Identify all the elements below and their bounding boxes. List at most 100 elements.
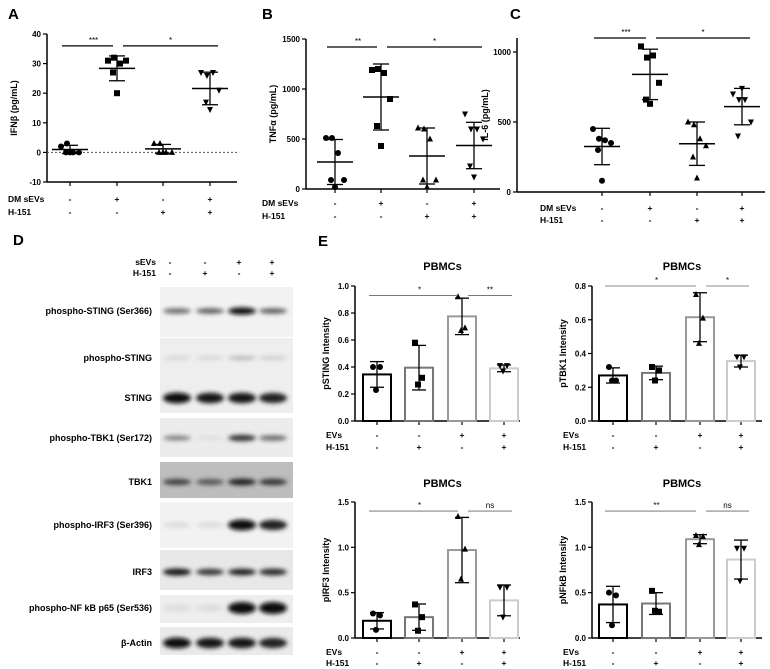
data-point-triangle-down [736, 97, 742, 104]
condition-value: + [270, 257, 275, 267]
significance-label: * [418, 501, 421, 510]
panel-label-c: C [510, 6, 521, 23]
blot-band [259, 637, 287, 649]
y-tick-label: 1.5 [338, 498, 350, 507]
condition-value: - [655, 647, 658, 657]
condition-value: - [376, 658, 379, 668]
condition-value: - [116, 207, 119, 217]
chart-title: PBMCs [663, 261, 702, 273]
condition-label: H-151 [563, 658, 586, 668]
condition-value: + [417, 442, 422, 452]
blot-band [228, 307, 256, 315]
panel-label-d: D [13, 232, 24, 249]
blot-band [228, 355, 256, 361]
condition-value: - [334, 211, 337, 221]
data-point-circle [602, 137, 608, 144]
data-point-circle [590, 126, 596, 132]
condition-value: - [204, 257, 207, 267]
condition-value: - [696, 203, 699, 213]
bar [726, 360, 756, 422]
data-point-square [123, 57, 129, 64]
blot-band [196, 356, 224, 360]
y-tick-label: 0.2 [575, 383, 587, 392]
condition-value: - [426, 198, 429, 208]
data-point-square [656, 79, 662, 86]
bar [685, 538, 715, 640]
data-point-triangle-down [504, 363, 510, 370]
y-tick-label: 1.0 [575, 543, 587, 552]
data-point-square [381, 70, 387, 76]
bar [489, 367, 519, 423]
blot-band [228, 637, 256, 649]
blot-band [163, 478, 191, 486]
y-tick-label: 1.5 [575, 498, 587, 507]
y-tick-label: 40 [32, 30, 41, 39]
significance-label: ** [653, 501, 659, 510]
data-point-triangle [462, 545, 468, 552]
condition-value: + [648, 203, 653, 213]
data-point-triangle-down [735, 133, 741, 140]
error-bar [466, 121, 482, 170]
data-point-triangle [693, 532, 699, 539]
condition-value: + [115, 194, 120, 204]
data-point-square [415, 381, 421, 388]
y-tick-label: 0.6 [575, 316, 587, 325]
condition-label: sEVs [135, 257, 156, 267]
data-point-triangle-down [739, 85, 745, 92]
data-point-square [656, 367, 662, 374]
significance-label: * [418, 285, 421, 294]
data-point-triangle [455, 513, 461, 520]
condition-value: + [161, 207, 166, 217]
data-point-triangle [421, 125, 427, 132]
data-point-square [374, 123, 380, 129]
condition-label: H-151 [540, 215, 563, 225]
data-point-circle [377, 612, 383, 619]
significance-label: ** [487, 285, 493, 294]
condition-value: + [460, 430, 465, 440]
significance-label: *** [621, 28, 630, 37]
y-tick-label: 1000 [282, 85, 300, 94]
condition-value: + [379, 198, 384, 208]
data-point-triangle-down [741, 354, 747, 361]
data-point-square [652, 607, 658, 614]
y-axis-label: pTBK1 Intensity [558, 319, 568, 388]
blot-band [228, 434, 256, 442]
condition-value: + [502, 658, 507, 668]
condition-value: - [601, 203, 604, 213]
data-point-triangle-down [497, 363, 503, 370]
data-point-triangle [455, 293, 461, 300]
data-point-triangle [700, 314, 706, 321]
blot-row-label: β-Actin [121, 638, 152, 648]
chart-e4: 0.0 0.5 1.0 1.5 pNFkB Intensity PBMCs ** ns EVs -… [558, 478, 762, 668]
blot-band [196, 392, 224, 404]
data-point-circle [332, 184, 338, 190]
condition-label: H-151 [133, 268, 156, 278]
data-point-triangle [420, 176, 426, 183]
data-point-triangle-down [748, 119, 754, 126]
y-tick-label: 0 [507, 188, 512, 197]
condition-value: - [601, 215, 604, 225]
data-point-circle [596, 135, 602, 142]
blot-row-label: phospho-IRF3 (Ser396) [53, 520, 152, 530]
condition-label: DM sEVs [262, 198, 299, 208]
data-point-triangle [700, 532, 706, 539]
y-tick-label: -10 [29, 178, 41, 187]
blot-band [196, 308, 224, 314]
chart-title: PBMCs [663, 478, 702, 490]
condition-value: - [612, 647, 615, 657]
data-point-square [419, 614, 425, 621]
blot-band [259, 478, 287, 486]
significance-label: ns [723, 501, 731, 510]
blot-band [228, 478, 256, 486]
data-point-square [117, 60, 123, 67]
data-point-triangle-down [468, 126, 474, 133]
y-axis-label: pNFkB Intensity [558, 536, 568, 605]
data-point-triangle [693, 290, 699, 297]
blot-band [163, 637, 191, 649]
y-tick-label: 0.5 [338, 589, 350, 598]
data-point-square [419, 374, 425, 381]
condition-label: DM sEVs [540, 203, 577, 213]
blot-band [259, 392, 287, 404]
data-point-circle [323, 135, 329, 141]
condition-value: + [698, 647, 703, 657]
